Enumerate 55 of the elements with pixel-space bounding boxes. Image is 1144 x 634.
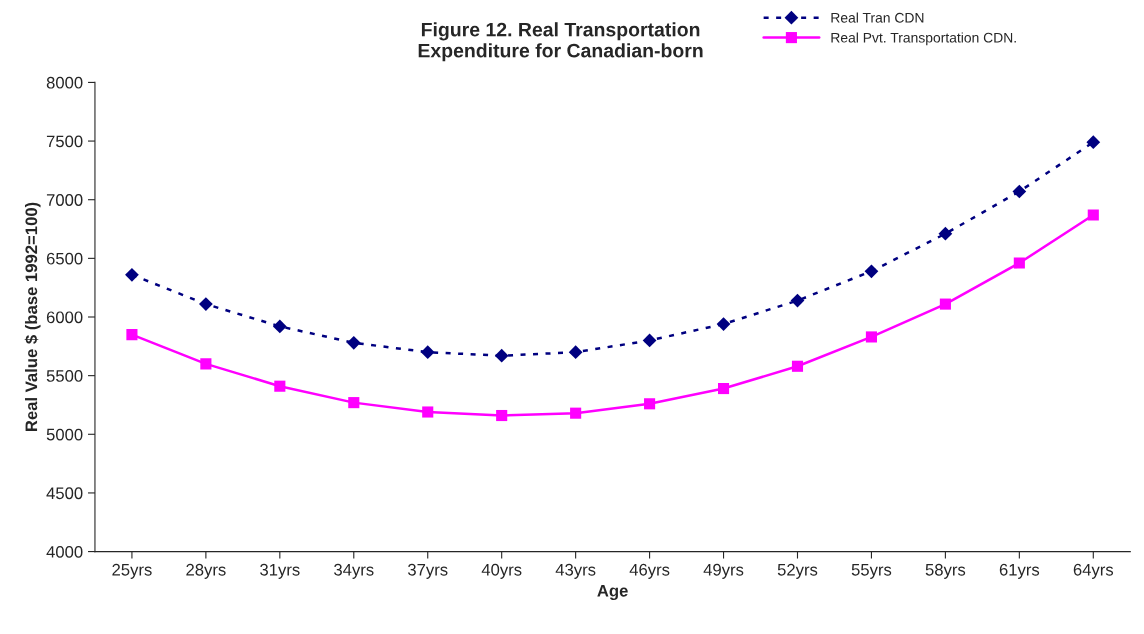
point bbox=[1012, 184, 1027, 199]
y-tick-label: 7500 bbox=[46, 135, 83, 148]
point bbox=[272, 319, 287, 334]
y-tick-label: 8000 bbox=[46, 76, 83, 89]
y-tick-label: 5500 bbox=[46, 370, 83, 382]
x-tick-label: 49yrs bbox=[703, 563, 744, 579]
point bbox=[642, 333, 657, 348]
point bbox=[422, 406, 434, 418]
point bbox=[938, 226, 953, 241]
x-axis-title: Age bbox=[597, 585, 628, 601]
y-tick-label: 4000 bbox=[46, 545, 83, 558]
y-tick-label: 4500 bbox=[46, 487, 83, 500]
point bbox=[126, 329, 138, 341]
y-tick-label: 7000 bbox=[46, 194, 83, 206]
y-tick-label: 6500 bbox=[46, 252, 83, 265]
x-tick-label: 31yrs bbox=[260, 563, 300, 579]
point bbox=[496, 409, 508, 422]
point bbox=[1087, 209, 1099, 221]
point bbox=[864, 264, 879, 279]
chart-title: Figure 12. Real Transportation Expenditure for Canadian-born bbox=[418, 22, 703, 62]
point bbox=[1013, 257, 1025, 269]
x-tick-label: 25yrs bbox=[112, 563, 152, 579]
x-tick-label: 64yrs bbox=[1073, 563, 1114, 579]
x-tick-label: 55yrs bbox=[851, 564, 892, 579]
x-tick-label: 46yrs bbox=[629, 563, 670, 579]
y-axis-title: Real Value $ (base 1992=100) bbox=[24, 202, 41, 431]
x-tick-label: 37yrs bbox=[407, 563, 448, 579]
point bbox=[716, 317, 731, 331]
point bbox=[348, 397, 360, 409]
x-tick-label: 52yrs bbox=[777, 563, 818, 579]
legend-label: Real Tran CDN bbox=[831, 12, 924, 23]
point bbox=[494, 348, 509, 363]
point bbox=[568, 345, 583, 360]
point bbox=[200, 358, 212, 370]
legend-label: Real Pvt. Transportation CDN. bbox=[831, 32, 1016, 46]
point bbox=[791, 360, 804, 372]
x-tick-label: 43yrs bbox=[555, 563, 596, 579]
point bbox=[420, 345, 435, 360]
x-tick-label: 34yrs bbox=[334, 563, 374, 579]
y-tick-label: 5000 bbox=[46, 428, 83, 441]
y-tick-label: 6000 bbox=[46, 311, 83, 324]
point bbox=[865, 331, 877, 343]
x-tick-label: 61yrs bbox=[999, 563, 1040, 579]
point bbox=[939, 298, 951, 310]
point bbox=[346, 335, 361, 350]
x-tick-label: 40yrs bbox=[481, 563, 522, 579]
point bbox=[644, 398, 656, 410]
point bbox=[717, 382, 730, 395]
point bbox=[199, 297, 213, 311]
point bbox=[125, 267, 139, 282]
point bbox=[570, 407, 582, 419]
point bbox=[1086, 135, 1101, 150]
point bbox=[274, 380, 286, 392]
x-tick-label: 28yrs bbox=[186, 563, 226, 579]
x-tick-label: 58yrs bbox=[925, 563, 966, 579]
